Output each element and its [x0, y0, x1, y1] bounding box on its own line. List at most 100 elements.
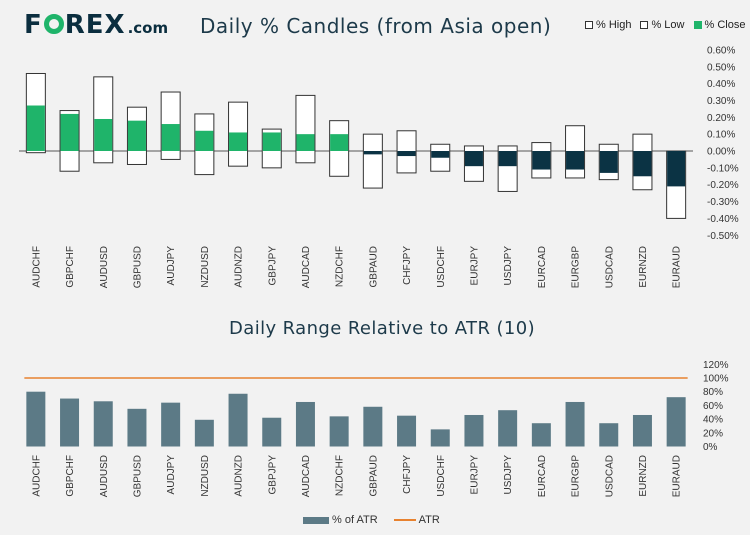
candle-close-bar [599, 151, 618, 173]
candle-close-bar [667, 151, 686, 187]
atr-bar [26, 391, 46, 447]
atr-bar [161, 402, 181, 447]
candle-close-bar [330, 134, 349, 151]
atr-x-tick-label: NZDCHF [335, 455, 346, 496]
candles-x-tick-label: GBPUSD [132, 246, 143, 288]
candles-y-tick-label: -0.30% [707, 197, 739, 208]
atr-y-tick-label: 80% [703, 387, 723, 398]
atr-bar [666, 397, 686, 447]
atr-bar [397, 415, 417, 447]
atr-bar [228, 393, 248, 447]
legend-high: % High [585, 19, 631, 31]
candles-x-tick-label: EURJPY [469, 246, 480, 286]
atr-x-tick-label: USDCHF [436, 455, 447, 497]
atr-bar [60, 398, 80, 447]
legend-low-swatch [640, 21, 649, 29]
atr-x-tick-label: EURGBP [571, 455, 582, 498]
candles-x-tick-label: GBPAUD [368, 246, 379, 288]
candles-x-tick-label: EURGBP [571, 246, 582, 289]
candles-x-tick-label: EURCAD [537, 246, 548, 288]
candles-x-tick-label: AUDCHF [31, 246, 42, 288]
atr-x-tick-label: EURAUD [672, 455, 683, 497]
candle-close-bar [633, 151, 652, 177]
legend-atr-swatch [393, 519, 416, 521]
atr-bar [295, 401, 315, 447]
candle-close-bar [262, 132, 281, 151]
candle-close-bar [229, 132, 248, 151]
candles-x-tick-label: AUDNZD [234, 246, 245, 288]
legend-high-label: % High [596, 19, 632, 31]
candle-close-bar [94, 118, 113, 151]
atr-x-tick-label: NZDUSD [200, 455, 211, 497]
forex-logo: F REX .com [24, 10, 168, 40]
atr-bar [363, 406, 383, 447]
legend-atr-label: ATR [418, 514, 440, 526]
candles-y-tick-label: 0.40% [707, 79, 735, 90]
candles-y-tick-label: -0.10% [707, 163, 739, 174]
atr-bar [93, 401, 113, 447]
logo-text-1: F [24, 10, 43, 40]
atr-bar [194, 419, 214, 447]
atr-x-tick-label: CHFJPY [402, 455, 413, 494]
legend-close-swatch [693, 21, 702, 29]
candle-close-bar [532, 151, 551, 170]
candles-y-tick-label: 0.30% [707, 96, 735, 107]
candles-legend: % High % Low % Close [585, 19, 745, 31]
candles-x-tick-label: GBPCHF [65, 246, 76, 288]
candles-y-tick-label: 0.60% [707, 45, 735, 56]
candles-x-tick-label: NZDUSD [200, 246, 211, 288]
legend-pct-atr: % of ATR [303, 514, 378, 526]
legend-pct-atr-label: % of ATR [332, 514, 378, 526]
atr-y-tick-label: 100% [703, 374, 729, 385]
legend-pct-atr-swatch [303, 516, 329, 524]
candle-close-bar [464, 151, 483, 167]
legend-high-swatch [585, 21, 593, 29]
candle-range-box [295, 94, 316, 164]
legend-atr: ATR [393, 514, 440, 526]
candles-y-tick-label: 0.00% [707, 147, 735, 158]
candle-close-bar [363, 151, 382, 155]
atr-x-tick-label: USDCAD [604, 455, 615, 497]
candles-y-tick-label: -0.20% [707, 180, 739, 191]
candles-x-tick-label: NZDCHF [335, 246, 346, 287]
candles-y-tick-label: 0.20% [707, 113, 735, 124]
atr-x-tick-label: GBPAUD [368, 455, 379, 497]
atr-bar [565, 401, 585, 447]
candles-y-tick-label: -0.50% [707, 231, 739, 242]
candle-range-box [362, 133, 383, 189]
atr-x-tick-label: GBPCHF [65, 455, 76, 497]
candles-x-tick-label: EURAUD [672, 246, 683, 288]
candle-close-bar [161, 124, 180, 151]
candle-close-bar [296, 134, 315, 151]
candle-close-bar [127, 120, 146, 151]
atr-y-tick-label: 60% [703, 401, 723, 412]
candles-x-tick-label: GBPJPY [267, 246, 278, 286]
atr-x-tick-label: AUDUSD [99, 455, 110, 497]
atr-y-tick-label: 0% [703, 442, 718, 453]
legend-low-label: % Low [651, 19, 685, 31]
candles-x-tick-label: USDJPY [503, 246, 514, 286]
atr-legend: % of ATR ATR [303, 514, 440, 526]
logo-o-icon [43, 14, 64, 34]
atr-x-tick-label: EURJPY [469, 455, 480, 495]
candle-close-bar [431, 151, 450, 158]
logo-suffix: .com [127, 19, 169, 37]
candle-close-bar [498, 151, 517, 167]
candles-chart-title: Daily % Candles (from Asia open) [200, 14, 552, 38]
atr-y-tick-label: 120% [703, 360, 729, 371]
logo-text-2: REX [64, 10, 126, 40]
atr-bar [632, 414, 652, 447]
atr-x-tick-label: AUDCAD [301, 455, 312, 497]
candles-x-tick-label: CHFJPY [402, 246, 413, 285]
atr-bar [430, 429, 450, 447]
legend-close: % Close [693, 19, 745, 31]
candles-x-tick-label: USDCHF [436, 246, 447, 288]
atr-x-tick-label: GBPUSD [132, 455, 143, 497]
atr-x-tick-label: EURNZD [638, 455, 649, 497]
candles-x-tick-label: EURNZD [638, 246, 649, 288]
candle-close-bar [566, 151, 585, 170]
atr-bar [127, 408, 147, 447]
candles-y-tick-label: -0.40% [707, 214, 739, 225]
candle-close-bar [397, 151, 416, 157]
